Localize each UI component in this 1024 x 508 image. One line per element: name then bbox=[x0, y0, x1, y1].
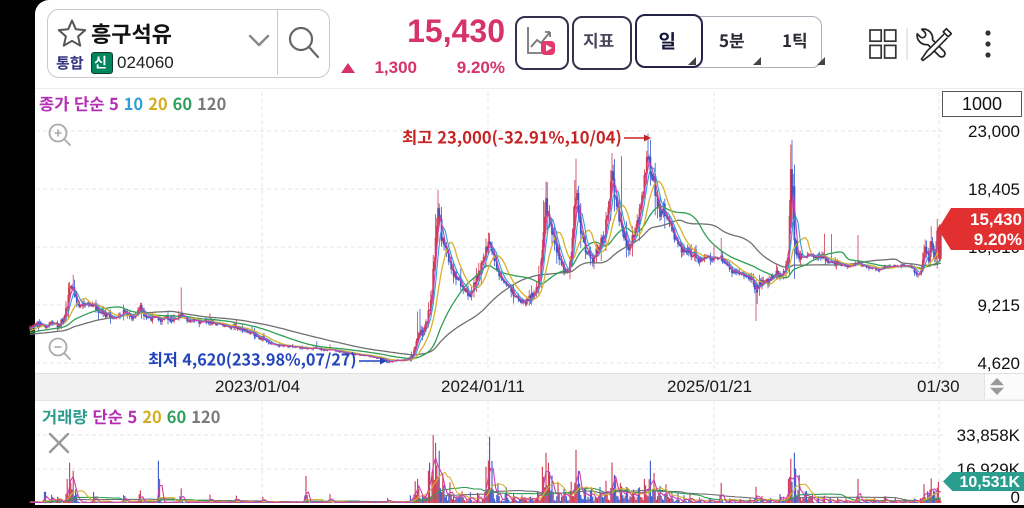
svg-text:15,430: 15,430 bbox=[970, 210, 1022, 229]
svg-text:10,531K: 10,531K bbox=[960, 474, 1021, 491]
svg-text:9.20%: 9.20% bbox=[974, 230, 1022, 249]
